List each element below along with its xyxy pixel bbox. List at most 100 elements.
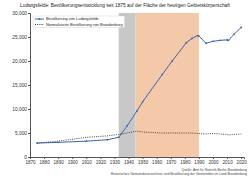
- x-tick: 2020: [237, 157, 248, 165]
- series-point: [136, 110, 138, 112]
- y-tick-mark: [28, 109, 30, 110]
- legend-swatch: [35, 19, 44, 20]
- y-tick: 30,000: [12, 11, 30, 16]
- x-tick: 1980: [180, 157, 191, 165]
- series-point: [118, 136, 120, 138]
- series-point: [240, 27, 242, 29]
- x-tick-mark: [44, 157, 45, 159]
- series-point: [107, 139, 109, 141]
- series-point: [161, 74, 163, 76]
- x-tick-mark: [213, 157, 214, 159]
- y-tick-mark: [28, 37, 30, 38]
- x-tick-label: 1940: [124, 160, 135, 165]
- x-tick: 1960: [152, 157, 163, 165]
- x-tick-label: 1900: [68, 160, 79, 165]
- x-tick: 1900: [68, 157, 79, 165]
- series-point: [85, 140, 87, 142]
- legend: Bevölkerung von LudwigsfeldeNormalisiert…: [33, 16, 125, 28]
- x-tick-mark: [58, 157, 59, 159]
- chart: Ludwigsfelde: Bevölkerungsentwicklung se…: [0, 0, 250, 177]
- series-line: [37, 27, 241, 143]
- x-tick-label: 1980: [180, 160, 191, 165]
- y-tick: 5,000: [15, 131, 30, 136]
- series-point: [212, 40, 214, 42]
- x-tick-label: 1920: [96, 160, 107, 165]
- x-tick-label: 1960: [152, 160, 163, 165]
- marks: [36, 13, 242, 157]
- y-tick-label: 30,000: [12, 11, 27, 16]
- series-point: [171, 60, 173, 62]
- x-tick-mark: [227, 157, 228, 159]
- x-tick: 1940: [124, 157, 135, 165]
- series-point: [228, 39, 230, 41]
- x-tick-label: 1970: [166, 160, 177, 165]
- y-axis: 0 5,000 10,000 15,000 20,000 25,000 30,000: [12, 11, 30, 160]
- x-tick-label: 1990: [194, 160, 205, 165]
- title: Ludwigsfelde: Bevölkerungsentwicklung se…: [20, 3, 231, 8]
- series-point: [57, 141, 59, 143]
- x-tick: 2000: [208, 157, 219, 165]
- x-tick-mark: [129, 157, 130, 159]
- series-line: [37, 131, 241, 143]
- series-point: [233, 33, 235, 35]
- y-tick-label: 0: [24, 155, 27, 160]
- x-tick-mark: [157, 157, 158, 159]
- y-tick-label: 25,000: [12, 35, 27, 40]
- series-point: [142, 101, 144, 103]
- y-tick-mark: [28, 133, 30, 134]
- series-point: [185, 42, 187, 44]
- y-tick-mark: [28, 13, 30, 14]
- y-tick-label: 5,000: [15, 131, 27, 136]
- y-tick: 20,000: [12, 59, 30, 64]
- source-text: Historisches Gemeindeverzeichnis und Bev…: [111, 172, 247, 176]
- x-tick: 1880: [39, 157, 50, 165]
- x-axis: 18701880 18901900191019201930194019501960…: [25, 157, 247, 165]
- y-tick: 0: [24, 155, 30, 160]
- x-tick: 1930: [110, 157, 121, 165]
- x-tick-label: 2020: [237, 160, 248, 165]
- x-tick-mark: [171, 157, 172, 159]
- series-point: [219, 39, 221, 41]
- x-tick: 1910: [82, 157, 93, 165]
- x-tick: 2010: [222, 157, 233, 165]
- y-tick-label: 10,000: [12, 107, 27, 112]
- legend-marker: [39, 18, 41, 20]
- x-tick-mark: [143, 157, 144, 159]
- legend-box: [33, 16, 125, 28]
- x-tick: 1970: [166, 157, 177, 165]
- x-tick-mark: [241, 157, 242, 159]
- x-tick: 1920: [96, 157, 107, 165]
- y-tick-label: 15,000: [12, 83, 27, 88]
- period-band: [136, 13, 199, 157]
- x-tick-label: 2000: [208, 160, 219, 165]
- period-band: [119, 13, 136, 157]
- x-tick: 1890: [54, 157, 65, 165]
- x-tick-label: 1890: [54, 160, 65, 165]
- x-tick-label: 1870: [25, 160, 36, 165]
- x-tick-label: 1880: [39, 160, 50, 165]
- series-point: [198, 35, 200, 37]
- y-tick: 25,000: [12, 35, 30, 40]
- x-tick: 1990: [194, 157, 205, 165]
- x-axis-line: [31, 158, 245, 160]
- y-tick: 10,000: [12, 107, 30, 112]
- x-tick-mark: [72, 157, 73, 159]
- series-point: [191, 38, 193, 40]
- y-tick-label: 20,000: [12, 59, 27, 64]
- y-tick-mark: [28, 61, 30, 62]
- x-tick-mark: [114, 157, 115, 159]
- y-tick: 15,000: [12, 83, 30, 88]
- plot: 18701880 18901900191019201930194019501960…: [12, 11, 247, 165]
- x-tick-mark: [199, 157, 200, 159]
- x-tick-label: 1910: [82, 160, 93, 165]
- x-tick-mark: [86, 157, 87, 159]
- x-tick: 1950: [138, 157, 149, 165]
- y-tick-mark: [28, 85, 30, 86]
- series-point: [126, 125, 128, 127]
- legend-label: Normalisierte Bevölkerung von Brandenbur…: [46, 22, 123, 27]
- x-tick-label: 1930: [110, 160, 121, 165]
- legend-label: Bevölkerung von Ludwigsfelde: [46, 16, 99, 21]
- y-tick-mark: [28, 157, 30, 158]
- x-tick-label: 1950: [138, 160, 149, 165]
- x-tick-label: 2010: [222, 160, 233, 165]
